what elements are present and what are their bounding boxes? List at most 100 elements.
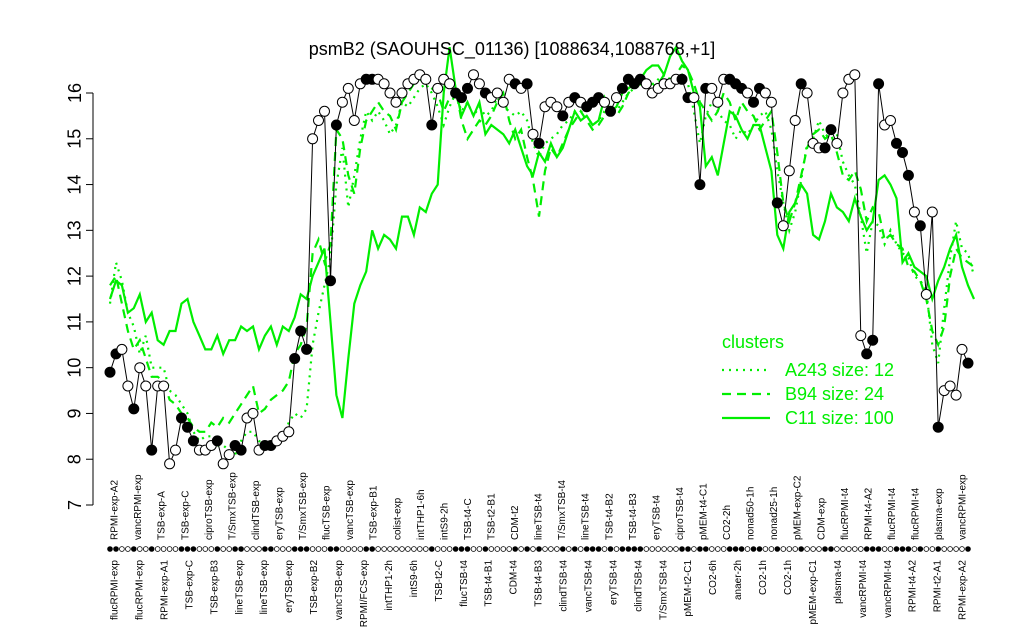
rug-mark (214, 546, 221, 552)
x-label-bottom: T/SmxTSB-t4 (658, 560, 669, 620)
data-point (676, 73, 688, 85)
rug-mark (738, 546, 745, 552)
x-label-bottom: flucRPMI-exp (110, 560, 121, 620)
rug-mark (804, 546, 810, 552)
rug-mark (869, 546, 876, 552)
series-line-dashed (109, 63, 975, 433)
rug-mark (524, 546, 530, 552)
rug-mark (798, 546, 804, 552)
rug-mark (154, 546, 161, 552)
rug-mark (851, 546, 858, 552)
x-label-top: pMEM-t4-C1 (699, 483, 710, 540)
rug-mark (440, 546, 447, 552)
rug-mark (959, 546, 965, 552)
rug-mark (452, 546, 459, 552)
x-label-top: T/SmxTSB-t4 (557, 480, 568, 540)
x-label-top: vancRPMI-exp (133, 474, 144, 540)
y-tick-label: 13 (65, 220, 85, 240)
data-point (491, 87, 503, 99)
rug-mark (208, 546, 215, 552)
rug-mark (476, 546, 483, 552)
data-point (420, 73, 432, 85)
x-label-bottom: clindTSB-t4 (559, 560, 570, 612)
rug-mark (488, 546, 495, 552)
x-label-top: flucRPMI-t4 (887, 487, 898, 540)
rug-mark (536, 546, 542, 552)
rug-mark (554, 546, 560, 552)
data-point (426, 119, 438, 131)
rug-mark (810, 546, 816, 552)
rug-mark (768, 546, 775, 552)
rug-mark (297, 546, 304, 552)
rug-mark (619, 546, 626, 552)
rug-mark (393, 546, 399, 552)
data-point (944, 380, 956, 392)
legend-label: C11 size: 100 (785, 408, 894, 428)
data-point (765, 96, 777, 108)
data-point (795, 78, 807, 90)
x-label-top: lineTSB-t4 (534, 493, 545, 540)
data-point (217, 458, 229, 470)
data-point (825, 124, 837, 136)
rug-mark (845, 546, 852, 552)
x-label-top: TSB-exp-C (180, 491, 191, 540)
rug-mark (226, 546, 233, 552)
rug-mark (387, 546, 393, 552)
rug-mark (244, 546, 250, 552)
rug-mark (232, 546, 238, 552)
data-point (521, 78, 533, 90)
rug-mark (411, 546, 417, 552)
data-point (557, 110, 569, 122)
data-point (771, 197, 783, 209)
rug-mark (780, 546, 787, 552)
data-point (289, 353, 301, 364)
rug-mark (661, 546, 667, 552)
rug-mark (542, 546, 548, 552)
rug-mark (506, 546, 513, 552)
x-label-bottom: eryTSB-exp (284, 560, 295, 613)
x-label-bottom: RPMI-t2-A1 (933, 560, 944, 613)
series-line-solid (108, 44, 976, 419)
x-label-top: TSB-t4-B2 (604, 493, 615, 540)
rug-mark (667, 546, 673, 552)
rug-mark (673, 546, 679, 552)
rug-mark (548, 546, 554, 552)
x-label-top: CO2-2h (722, 505, 733, 540)
data-point (295, 325, 307, 337)
rug-mark (434, 546, 441, 552)
data-point (146, 444, 158, 456)
data-point (789, 115, 801, 126)
rug-mark (953, 546, 959, 552)
data-point (456, 92, 467, 104)
rug-mark (822, 546, 828, 552)
rug-mark (131, 546, 137, 552)
x-label-bottom: intS9-6h (409, 560, 420, 597)
rug-mark (285, 546, 292, 552)
rug-mark (369, 546, 376, 552)
rug-mark (571, 546, 578, 552)
data-point (247, 407, 259, 419)
rug-mark (935, 546, 941, 552)
rug-mark (464, 546, 471, 552)
data-point (837, 87, 849, 99)
data-point (533, 137, 545, 149)
rug-mark (643, 546, 650, 552)
rug-mark (607, 546, 614, 552)
rug-mark (834, 546, 840, 552)
y-tick-label: 9 (65, 408, 85, 418)
x-label-bottom: RPMI-exp-A2 (958, 560, 969, 620)
rug-mark (256, 546, 262, 552)
rug-mark (762, 546, 769, 552)
rug-mark (697, 546, 703, 552)
x-label-bottom: intTHP1-2h (384, 560, 395, 611)
rug-mark (691, 546, 697, 552)
rug-mark (160, 546, 167, 552)
rug-mark (816, 546, 822, 552)
rug-mark (649, 546, 655, 552)
data-point (640, 78, 652, 90)
rug-mark (405, 546, 411, 552)
x-label-top: flucRPMI-t4 (840, 487, 851, 540)
y-tick-label: 15 (65, 129, 85, 149)
x-label-top: T/SmxTSB-exp (298, 472, 309, 540)
data-point (527, 128, 539, 140)
